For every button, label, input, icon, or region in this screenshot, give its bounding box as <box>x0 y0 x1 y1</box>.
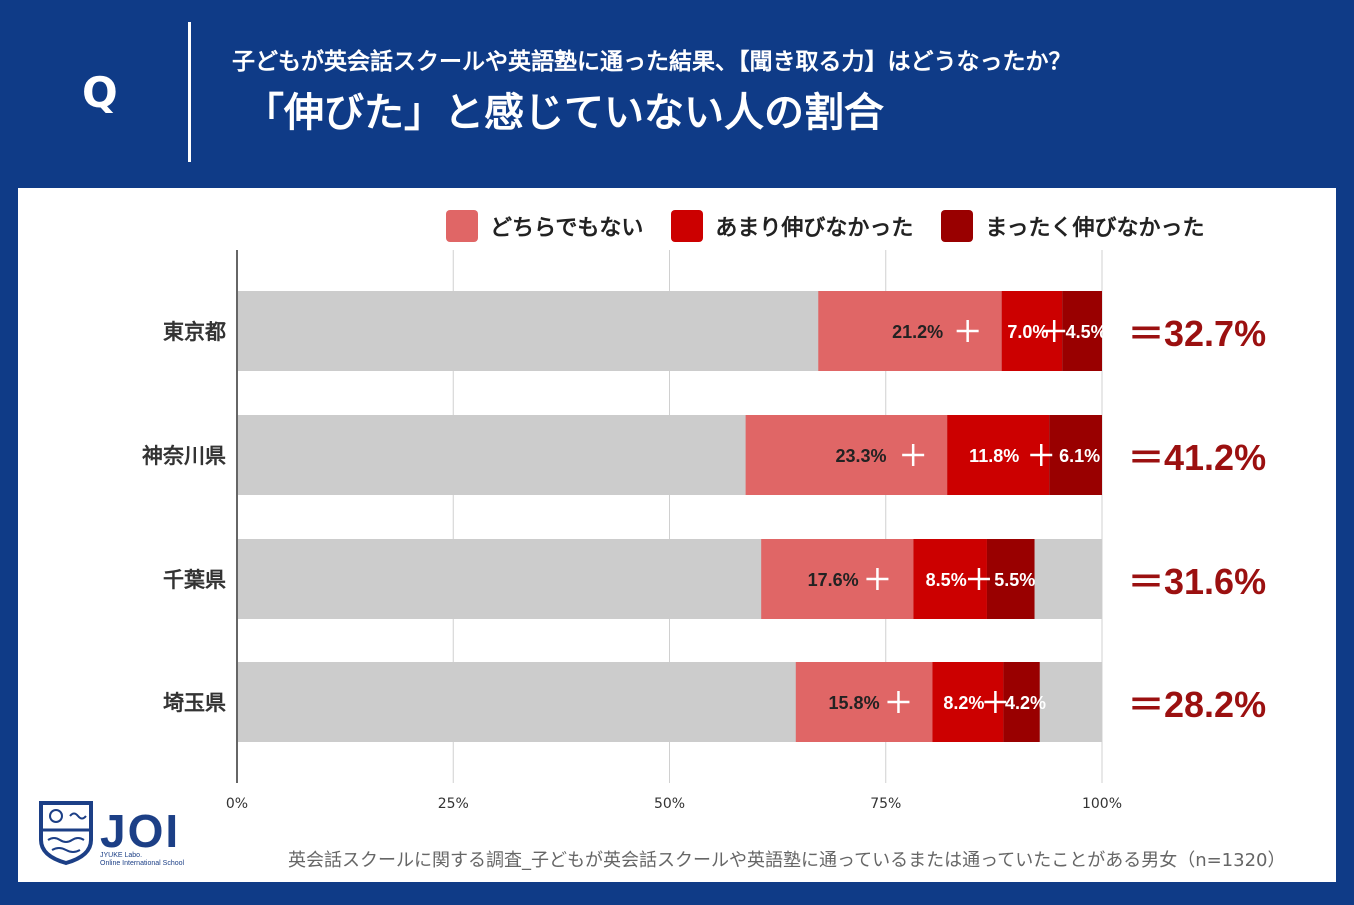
category-label: 東京都 <box>163 320 226 344</box>
logo-subtitle-line1: JYUKE Labo. <box>100 852 143 859</box>
bar-segment <box>986 539 1035 619</box>
page-title: 「伸びた」と感じていない人の割合 <box>244 90 884 136</box>
data-label: 5.5% <box>994 570 1035 590</box>
data-label: 21.2% <box>892 322 943 342</box>
data-label: 15.8% <box>829 693 880 713</box>
x-tick-label: 25% <box>438 796 469 812</box>
total-label: ＝28.2% <box>1128 684 1266 725</box>
total-label: ＝31.6% <box>1128 561 1266 602</box>
header-divider <box>188 22 191 162</box>
data-label: 7.0% <box>1007 322 1048 342</box>
data-label: 4.2% <box>1005 693 1046 713</box>
logo-subtitle-line2: Online International School <box>100 860 185 867</box>
data-label: 6.1% <box>1059 446 1100 466</box>
data-label: 23.3% <box>835 446 886 466</box>
bar-segment <box>1049 415 1102 495</box>
data-label: 11.8% <box>969 446 1019 466</box>
total-label: ＝32.7% <box>1128 313 1266 354</box>
legend-item-not-at-all: まったく伸びなかった <box>941 210 1204 242</box>
data-label: 8.5% <box>926 570 967 590</box>
bar-segment <box>1003 662 1040 742</box>
x-tick-label: 50% <box>654 796 685 812</box>
school-crest-icon <box>39 801 93 866</box>
category-label: 神奈川県 <box>142 444 226 468</box>
category-label: 千葉県 <box>163 568 226 592</box>
bar-segment <box>1062 291 1102 371</box>
category-label: 埼玉県 <box>163 691 226 715</box>
legend-item-neutral: どちらでもない <box>446 210 643 242</box>
legend-swatch-neutral <box>446 210 478 242</box>
legend-swatch-not-at-all <box>941 210 974 242</box>
logo-wordmark: JOI <box>100 805 181 857</box>
legend-label-not-much: あまり伸びなかった <box>715 216 914 241</box>
question-marker: Q <box>82 68 118 117</box>
legend-item-not-much: あまり伸びなかった <box>671 210 913 242</box>
bar-segment <box>795 662 933 742</box>
data-label: 8.2% <box>943 693 984 713</box>
survey-note: 英会話スクールに関する調査_子どもが英会話スクールや英語塾に通っているまたは通っ… <box>288 850 1286 871</box>
legend-swatch-not-much <box>671 210 704 242</box>
chart-legend: どちらでもない あまり伸びなかった まったく伸びなかった <box>446 210 1204 242</box>
legend-label-neutral: どちらでもない <box>490 216 644 241</box>
data-label: 4.5% <box>1066 322 1107 342</box>
legend-label-not-at-all: まったく伸びなかった <box>985 216 1205 241</box>
total-label: ＝41.2% <box>1128 437 1266 478</box>
logo-subtitle: JYUKE Labo. Online International School <box>100 852 184 868</box>
data-label: 17.6% <box>808 570 859 590</box>
x-tick-label: 100% <box>1082 796 1122 812</box>
x-tick-label: 75% <box>870 796 901 812</box>
question-text: 子どもが英会話スクールや英語塾に通った結果、【聞き取る力】はどうなったか？ <box>232 49 1072 75</box>
x-tick-label: 0% <box>226 796 248 812</box>
